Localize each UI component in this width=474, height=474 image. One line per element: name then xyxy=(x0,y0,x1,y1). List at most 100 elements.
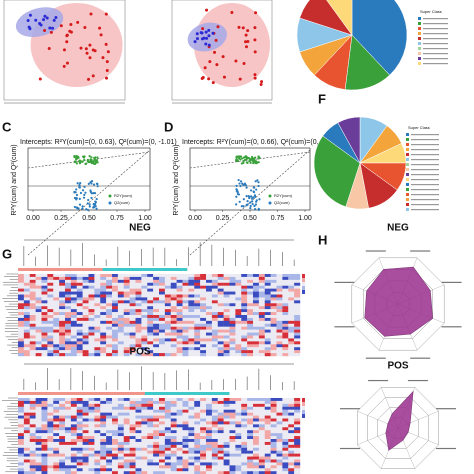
heatmap-cell xyxy=(159,291,166,295)
heatmap-cell xyxy=(106,418,113,422)
heatmap-cell xyxy=(29,329,36,333)
heatmap-cell xyxy=(147,433,154,437)
heatmap-cell xyxy=(294,409,301,413)
heatmap-cell xyxy=(170,297,177,301)
q2-point xyxy=(83,185,86,189)
heatmap-cell xyxy=(41,344,48,348)
heatmap-cell xyxy=(264,409,271,413)
heatmap-cell xyxy=(241,315,248,319)
sample-point xyxy=(204,42,208,46)
heatmap-cell xyxy=(135,430,142,434)
heatmap-cell xyxy=(76,418,83,422)
sample-point xyxy=(84,47,88,51)
heatmap-cell xyxy=(176,436,183,440)
heatmap-cell xyxy=(159,447,166,451)
heatmap-cell xyxy=(294,418,301,422)
heatmap-cell xyxy=(88,433,95,437)
heatmap-cell xyxy=(258,285,265,289)
heatmap-cell xyxy=(211,412,218,416)
heatmap-cell xyxy=(229,421,236,425)
heatmap-cell xyxy=(258,430,265,434)
heatmap-cell xyxy=(217,285,224,289)
heatmap-cell xyxy=(153,326,160,330)
r2-point xyxy=(254,160,257,163)
heatmap-cell xyxy=(141,274,148,278)
heatmap-cell xyxy=(106,338,113,342)
heatmap-cell xyxy=(282,447,289,451)
heatmap-cell xyxy=(211,341,218,345)
heatmap-cell xyxy=(47,338,54,342)
heatmap-cell xyxy=(241,300,248,304)
heatmap-cell xyxy=(65,291,72,295)
legend-label: Q2(cum) xyxy=(274,200,290,205)
heatmap-cell xyxy=(147,291,154,295)
heatmap-cell xyxy=(53,312,60,316)
q2-point xyxy=(90,196,93,200)
heatmap-cell xyxy=(253,447,260,451)
heatmap-cell xyxy=(53,459,60,463)
axis-label-line xyxy=(441,326,462,328)
heatmap-cell xyxy=(241,433,248,437)
heatmap-cell xyxy=(29,285,36,289)
heatmap-cell xyxy=(59,409,66,413)
heatmap-cell xyxy=(23,409,30,413)
heatmap-cell xyxy=(176,453,183,457)
heatmap-cell xyxy=(223,294,230,298)
r2-point xyxy=(82,156,86,159)
heatmap-cell xyxy=(170,398,177,402)
heatmap-cell xyxy=(159,424,166,428)
heatmap-cell xyxy=(112,341,119,345)
heatmap-cell xyxy=(188,274,195,278)
sample-point xyxy=(237,25,241,29)
heatmap-cell xyxy=(264,400,271,405)
heatmap-cell xyxy=(253,320,260,324)
r2-point xyxy=(94,156,97,159)
heatmap-cell xyxy=(229,276,236,281)
heatmap-cell xyxy=(70,439,77,443)
heatmap-cell xyxy=(112,285,119,289)
heatmap-cell xyxy=(211,456,218,460)
heatmap-cell xyxy=(41,439,48,443)
legend-swatch xyxy=(406,138,409,141)
heatmap-cell xyxy=(82,285,89,289)
heatmap-cell xyxy=(200,424,207,428)
heatmap-cell xyxy=(141,415,148,419)
heatmap-cell xyxy=(264,353,271,357)
heatmap-cell xyxy=(29,350,36,354)
heatmap-cell xyxy=(258,353,265,357)
heatmap-cell xyxy=(170,329,177,333)
heatmap-cell xyxy=(217,447,224,451)
heatmap-cell xyxy=(147,444,154,448)
heatmap-cell xyxy=(164,294,171,298)
heatmap-cell xyxy=(282,335,289,339)
heatmap-cell xyxy=(76,294,83,298)
heatmap-cell xyxy=(129,329,136,333)
heatmap-cell xyxy=(29,300,36,304)
heatmap-cell xyxy=(129,303,136,307)
heatmap-cell xyxy=(188,439,195,443)
heatmap-cell xyxy=(294,412,301,416)
heatmap-cell xyxy=(106,398,113,402)
heatmap-cell xyxy=(200,285,207,289)
heatmap-cell xyxy=(164,468,171,472)
heatmap-cell xyxy=(253,424,260,428)
heatmap-cell xyxy=(241,274,248,278)
heatmap-cell xyxy=(217,441,224,446)
heatmap-cell xyxy=(18,421,25,425)
heatmap-cell xyxy=(23,456,30,460)
heatmap-cell xyxy=(88,344,95,348)
heatmap-cell xyxy=(282,406,289,410)
heatmap-cell xyxy=(253,294,260,298)
heatmap-cell xyxy=(235,335,242,339)
heatmap-cell xyxy=(141,468,148,472)
heatmap-cell xyxy=(94,309,101,313)
heatmap-cell xyxy=(53,329,60,333)
heatmap-cell xyxy=(123,353,130,357)
heatmap-cell xyxy=(41,347,48,351)
q2-point xyxy=(257,208,260,211)
q2-point xyxy=(75,193,79,197)
q2-point xyxy=(81,205,84,208)
heatmap-cell xyxy=(141,347,148,351)
heatmap-cell xyxy=(159,341,166,345)
heatmap-cell xyxy=(253,444,260,448)
